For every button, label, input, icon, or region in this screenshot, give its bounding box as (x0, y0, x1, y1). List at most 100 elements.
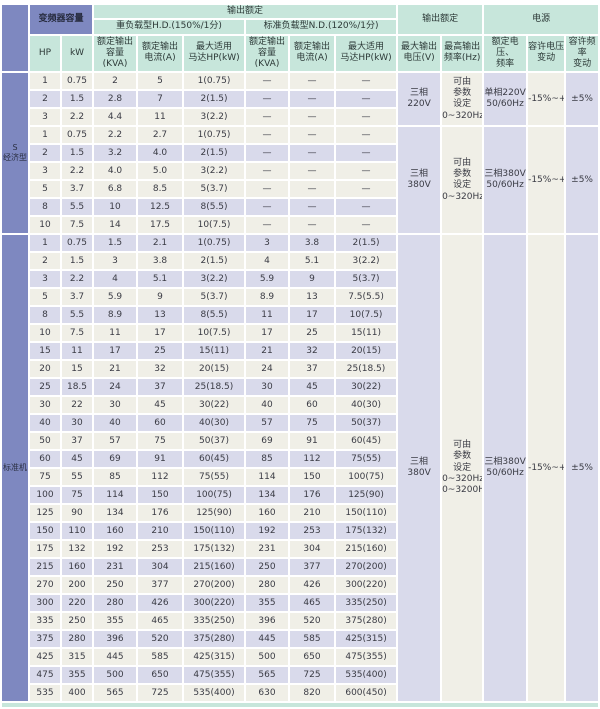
spec-cell: 355 (62, 667, 93, 684)
spec-cell: 2.8 (94, 91, 137, 108)
spec-cell: 315 (62, 649, 93, 666)
spec-cell: 37 (62, 433, 93, 450)
spec-cell: 270 (30, 577, 60, 594)
spec-cell: 2 (30, 253, 60, 270)
spec-cell: 3.7 (62, 289, 93, 306)
spec-cell: 210 (290, 505, 335, 522)
spec-cell: 375 (30, 631, 60, 648)
spec-cell: 220 (62, 595, 93, 612)
spec-cell: 2(1.5) (184, 91, 245, 108)
spec-cell: 5.5 (62, 199, 93, 216)
spec-row: 50 37 57 75 50(37) 69 91 60(45) (2, 433, 598, 450)
spec-cell: 112 (290, 451, 335, 468)
spec-cell: 21 (246, 343, 289, 360)
spec-cell: 50(37) (336, 415, 397, 432)
merged-freq-cell: 可由 参数 设定 0~320Hz 0~3200Hz (442, 235, 483, 702)
header-heavy-duty: 重负载型H.D.(150%/1分) (94, 20, 245, 34)
spec-cell: 32 (138, 361, 183, 378)
spec-cell: 231 (246, 541, 289, 558)
spec-cell: 13 (138, 307, 183, 324)
spec-cell: 400 (62, 685, 93, 702)
spec-cell: — (290, 73, 335, 90)
spec-cell: 75 (30, 469, 60, 486)
merged-freq-var-cell: ±5% (566, 73, 599, 126)
spec-cell: 24 (246, 361, 289, 378)
spec-cell: 8(5.5) (184, 307, 245, 324)
spec-cell: 75 (62, 487, 93, 504)
spec-cell: 75 (290, 415, 335, 432)
spec-cell: 820 (290, 685, 335, 702)
spec-cell: 125(90) (336, 487, 397, 504)
spec-row: 300 220 280 426 300(220) 355 465 335(250) (2, 595, 598, 612)
spec-cell: 396 (246, 613, 289, 630)
merged-rated-vf-cell: 三相380V 50/60Hz (484, 127, 527, 234)
spec-cell: 60(45) (336, 433, 397, 450)
spec-row: 1 0.75 2.2 2.7 1(0.75) — — — 三相 380V 可由 参数 设定 0~3… (2, 127, 599, 234)
spec-row: 标准机 1 0.75 1.5 2.1 1(0.75) 3 3.8 2(1.5) 三相 380V 可由… (2, 235, 599, 702)
spec-row: 175 132 192 253 175(132) 231 304 215(160) (2, 541, 598, 558)
spec-cell: 280 (94, 595, 137, 612)
spec-cell: — (246, 217, 289, 234)
spec-cell: — (290, 91, 335, 108)
spec-cell: 1(0.75) (184, 73, 245, 90)
spec-cell: 3.7 (62, 181, 93, 198)
merged-voltage-cell: 三相 380V (398, 127, 441, 234)
spec-cell: 75(55) (184, 469, 245, 486)
spec-cell: 25(18.5) (184, 379, 245, 396)
spec-cell: 37 (290, 361, 335, 378)
spec-cell: 2.2 (94, 127, 137, 144)
header-inverter-capacity: 变频器容量 (30, 5, 93, 34)
spec-cell: 300(220) (184, 595, 245, 612)
spec-cell: 7 (138, 91, 183, 108)
spec-cell: 585 (290, 631, 335, 648)
header-max-voltage: 最大输出 电压(V) (398, 35, 441, 72)
spec-cell: 25(18.5) (336, 361, 397, 378)
header-frequency-variation: 容许频率 变动 (566, 35, 599, 72)
spec-cell: 426 (290, 577, 335, 594)
spec-cell: 10(7.5) (184, 217, 245, 234)
spec-cell: 1.5 (62, 145, 93, 162)
spec-cell: 24 (94, 379, 137, 396)
spec-cell: 3(2.2) (184, 109, 245, 126)
spec-cell: 30(22) (336, 379, 397, 396)
spec-cell: 2(1.5) (336, 235, 397, 252)
merged-freq-cell: 可由 参数 设定 0~320Hz (442, 73, 483, 126)
spec-row: 3 2.2 4.4 11 3(2.2) — — — (2, 109, 598, 126)
spec-cell: — (336, 127, 397, 144)
spec-cell: — (246, 109, 289, 126)
spec-cell: 465 (138, 613, 183, 630)
spec-cell: 7.5(5.5) (336, 289, 397, 306)
spec-cell: — (336, 91, 397, 108)
spec-cell: 40 (30, 415, 60, 432)
spec-cell: 1(0.75) (184, 127, 245, 144)
spec-cell: 15(11) (336, 325, 397, 342)
spec-cell: 3.8 (290, 235, 335, 252)
spec-row: 3 2.2 4 5.1 3(2.2) 5.9 9 5(3.7) (2, 271, 598, 288)
spec-cell: 210 (138, 523, 183, 540)
spec-cell: 45 (62, 451, 93, 468)
spec-cell: 3(2.2) (184, 271, 245, 288)
spec-cell: — (290, 163, 335, 180)
spec-cell: 57 (246, 415, 289, 432)
spec-cell: 215 (30, 559, 60, 576)
spec-cell: 192 (246, 523, 289, 540)
spec-row: 40 30 40 60 40(30) 57 75 50(37) (2, 415, 598, 432)
spec-cell: 253 (138, 541, 183, 558)
spec-cell: 253 (290, 523, 335, 540)
spec-cell: 69 (94, 451, 137, 468)
spec-cell: 630 (246, 685, 289, 702)
spec-cell: — (246, 163, 289, 180)
header-power-supply: 电源 (484, 5, 599, 34)
spec-cell: 175(132) (336, 523, 397, 540)
bottom-accent-strip (2, 703, 599, 708)
spec-cell: — (290, 181, 335, 198)
spec-row: 215 160 231 304 215(160) 250 377 270(200) (2, 559, 598, 576)
spec-cell: 112 (138, 469, 183, 486)
spec-row: 15 11 17 25 15(11) 21 32 20(15) (2, 343, 598, 360)
spec-cell: 8 (30, 307, 60, 324)
spec-cell: 425 (30, 649, 60, 666)
spec-cell: 465 (290, 595, 335, 612)
spec-cell: 377 (138, 577, 183, 594)
spec-cell: 500 (246, 649, 289, 666)
spec-cell: 2 (94, 73, 137, 90)
